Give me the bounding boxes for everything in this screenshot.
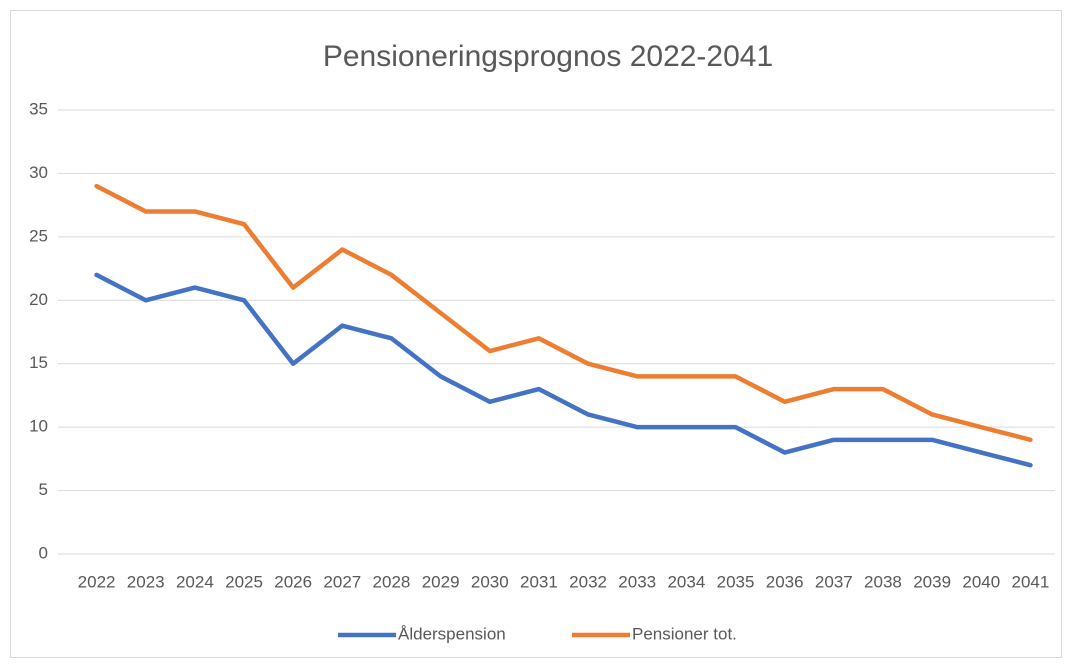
x-tick-label: 2027 bbox=[323, 572, 361, 591]
y-tick-label: 20 bbox=[29, 290, 48, 309]
series-line bbox=[94, 272, 1033, 468]
x-tick-label: 2034 bbox=[667, 572, 705, 591]
chart-title: Pensioneringsprognos 2022-2041 bbox=[323, 40, 773, 73]
legend-label: Ålderspension bbox=[398, 624, 506, 643]
x-tick-label: 2038 bbox=[864, 572, 902, 591]
x-tick-label: 2032 bbox=[569, 572, 607, 591]
y-tick-label: 5 bbox=[39, 480, 48, 499]
x-tick-label: 2025 bbox=[225, 572, 263, 591]
y-tick-label: 35 bbox=[29, 99, 48, 118]
x-tick-label: 2040 bbox=[962, 572, 1000, 591]
x-tick-label: 2035 bbox=[717, 572, 755, 591]
y-tick-label: 25 bbox=[29, 226, 48, 245]
x-tick-label: 2024 bbox=[176, 572, 214, 591]
x-tick-label: 2036 bbox=[766, 572, 804, 591]
x-tick-label: 2026 bbox=[274, 572, 312, 591]
x-tick-label: 2037 bbox=[815, 572, 853, 591]
x-tick-label: 2029 bbox=[422, 572, 460, 591]
chart-border bbox=[10, 10, 1062, 658]
y-tick-label: 10 bbox=[29, 417, 48, 436]
x-tick-label: 2022 bbox=[78, 572, 116, 591]
legend-label: Pensioner tot. bbox=[632, 624, 737, 643]
y-tick-label: 30 bbox=[29, 163, 48, 182]
y-tick-label: 15 bbox=[29, 353, 48, 372]
x-tick-label: 2028 bbox=[373, 572, 411, 591]
x-tick-label: 2033 bbox=[618, 572, 656, 591]
x-tick-label: 2023 bbox=[127, 572, 165, 591]
series-line bbox=[94, 183, 1033, 443]
x-tick-label: 2039 bbox=[913, 572, 951, 591]
x-tick-label: 2031 bbox=[520, 572, 558, 591]
y-tick-label: 0 bbox=[39, 543, 48, 562]
x-tick-label: 2041 bbox=[1012, 572, 1050, 591]
x-tick-label: 2030 bbox=[471, 572, 509, 591]
